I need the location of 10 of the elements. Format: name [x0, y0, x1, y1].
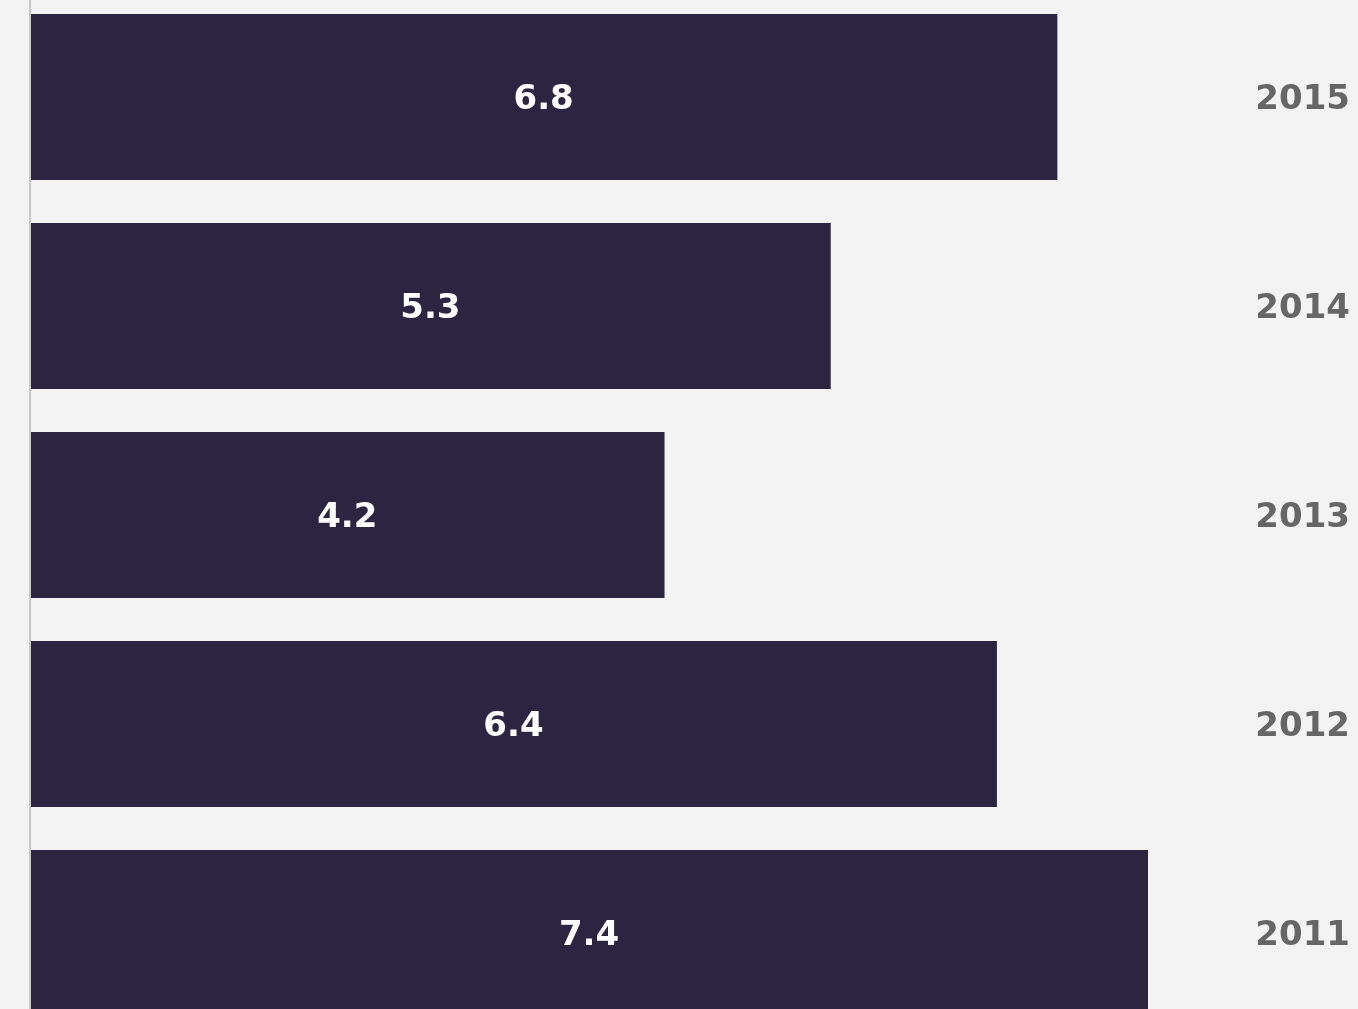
data-label: 6.8 — [513, 76, 574, 117]
data-label: 7.4 — [558, 912, 620, 953]
data-label: 4.2 — [317, 494, 378, 535]
y-tick-label: 2014 — [1255, 285, 1350, 326]
y-tick-label: 2015 — [1255, 76, 1350, 117]
data-label: 6.4 — [483, 703, 544, 744]
y-tick-label: 2013 — [1255, 494, 1350, 535]
data-label: 5.3 — [400, 285, 461, 326]
y-tick-label: 2011 — [1255, 912, 1350, 953]
y-tick-label: 2012 — [1255, 703, 1350, 744]
